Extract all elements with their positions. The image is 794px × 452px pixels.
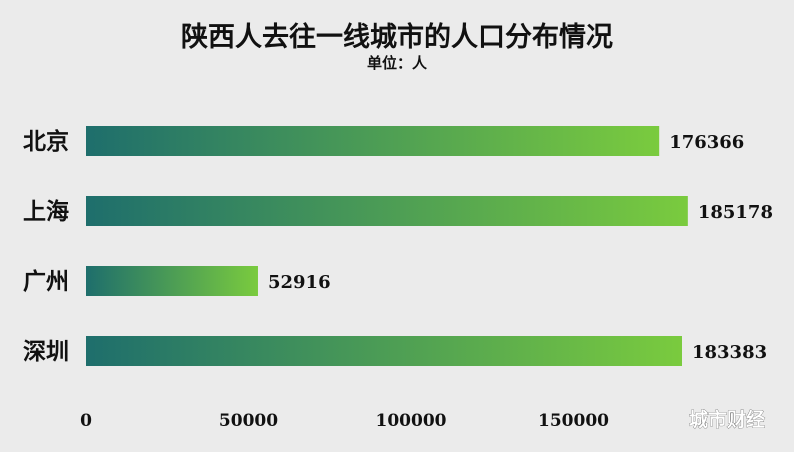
- x-tick-label: 150000: [538, 411, 609, 431]
- bars-group: 北京 176366 上海 185178 广州 52916 深圳 183383: [23, 126, 773, 366]
- bar: [86, 266, 258, 296]
- bar: [86, 126, 660, 156]
- bar: [86, 196, 688, 226]
- x-axis: 0 50000 100000 150000: [80, 411, 609, 431]
- value-label: 183383: [692, 342, 767, 363]
- category-label: 北京: [23, 128, 69, 155]
- watermark: 城市财经: [689, 408, 765, 431]
- x-tick-label: 50000: [219, 411, 278, 431]
- bar: [86, 336, 682, 366]
- x-tick-label: 100000: [376, 411, 447, 431]
- value-label: 176366: [669, 132, 744, 153]
- value-label: 52916: [268, 272, 331, 293]
- value-label: 185178: [698, 202, 773, 223]
- x-tick-label: 0: [80, 411, 92, 431]
- chart-subtitle: 单位：人: [367, 54, 428, 72]
- category-label: 深圳: [23, 339, 69, 365]
- chart-title: 陕西人去往一线城市的人口分布情况: [181, 21, 613, 53]
- category-label: 广州: [23, 268, 69, 295]
- category-label: 上海: [23, 198, 69, 225]
